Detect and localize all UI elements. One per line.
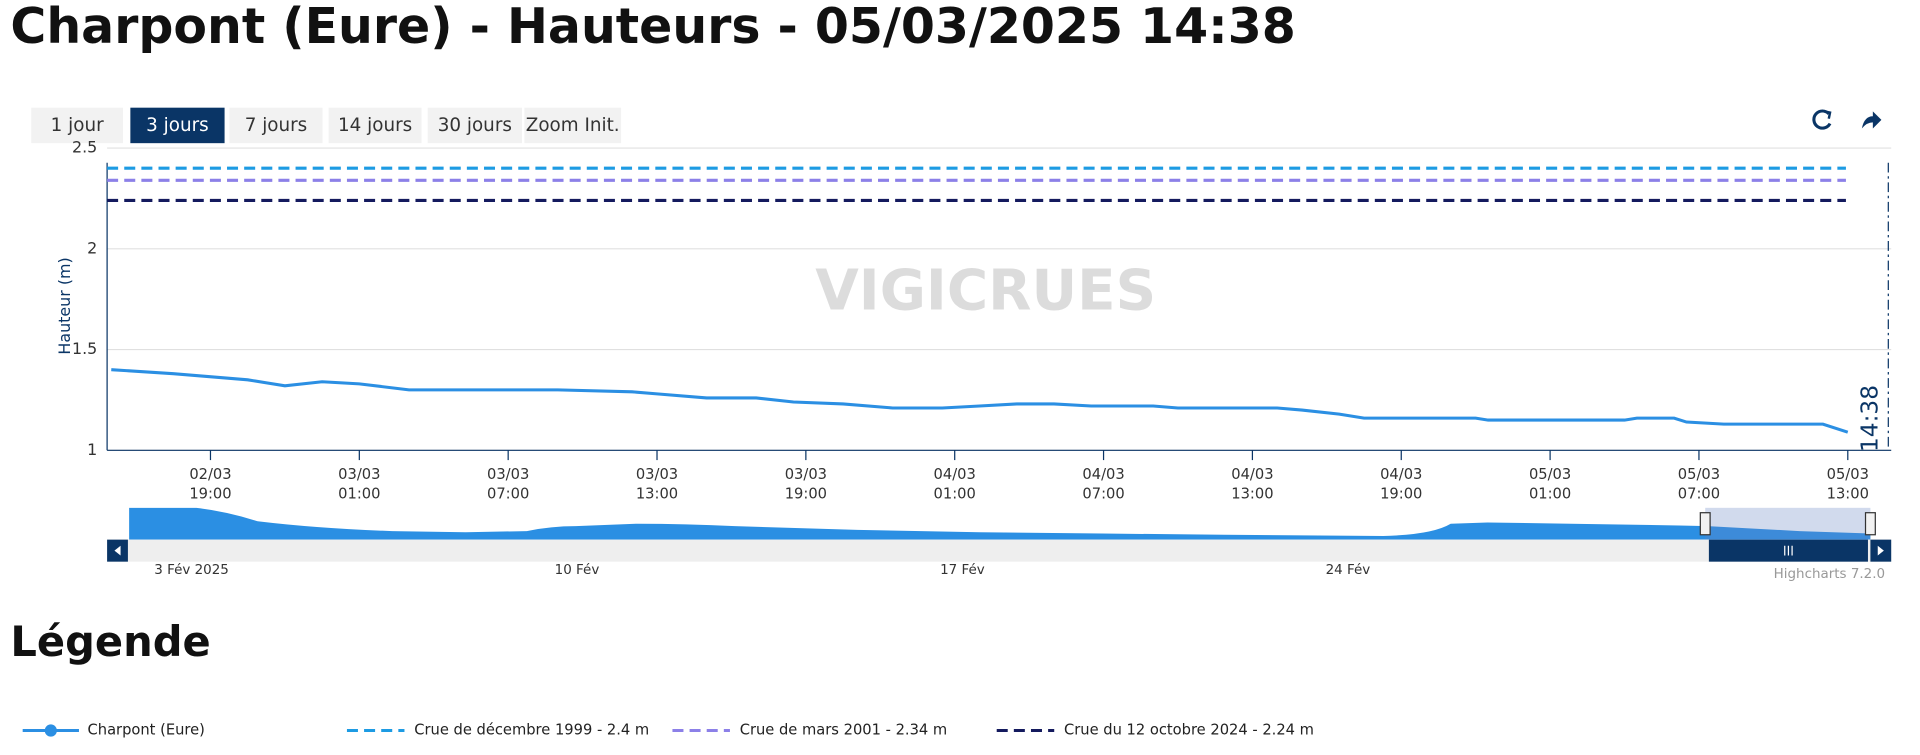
- range-button[interactable]: [328, 107, 422, 144]
- page-title: Charpont (Eure) - Hauteurs - 05/03/2025 …: [10, 0, 1295, 55]
- navigator-label: 10 Fév: [555, 562, 600, 578]
- legend-label[interactable]: Crue du 12 octobre 2024 - 2.24 m: [1064, 722, 1314, 739]
- x-tick-label: 02/03 19:00: [189, 466, 231, 503]
- range-button-label[interactable]: 7 jours: [245, 115, 308, 136]
- navigator-label: 17 Fév: [940, 562, 985, 578]
- credits[interactable]: Highcharts 7.2.0: [1774, 567, 1885, 582]
- x-tick-label: 05/03 01:00: [1529, 466, 1571, 503]
- series-line: [111, 368, 1849, 434]
- refresh-button[interactable]: [1812, 109, 1832, 130]
- navigator-area: [129, 507, 1871, 540]
- navigator-handle[interactable]: [1864, 512, 1876, 536]
- legend-label[interactable]: Crue de décembre 1999 - 2.4 m: [414, 722, 649, 739]
- x-tick-label: 03/03 19:00: [785, 466, 827, 503]
- x-tick-label: 04/03 01:00: [934, 466, 976, 503]
- range-button-label[interactable]: Zoom Init.: [526, 115, 620, 136]
- navigator-handle[interactable]: [1699, 512, 1711, 536]
- navigator-label: 24 Fév: [1326, 562, 1371, 578]
- range-button[interactable]: [130, 107, 225, 144]
- range-button[interactable]: [524, 107, 622, 144]
- range-button[interactable]: [31, 107, 124, 144]
- y-tick-label: 1.5: [72, 339, 97, 358]
- range-button[interactable]: [229, 107, 323, 144]
- x-tick-label: 04/03 19:00: [1380, 466, 1422, 503]
- x-tick-label: 03/03 07:00: [487, 466, 529, 503]
- share-button[interactable]: [1861, 111, 1882, 129]
- now-label: 14:38: [1857, 385, 1884, 452]
- navigator-label: 3 Fév 2025: [154, 562, 229, 578]
- range-button-label[interactable]: 30 jours: [438, 115, 512, 136]
- range-button-label[interactable]: 3 jours: [146, 115, 209, 136]
- range-button-label[interactable]: 1 jour: [51, 115, 104, 136]
- watermark: VIGICRUES: [815, 258, 1156, 323]
- y-tick-label: 2: [87, 238, 97, 257]
- arrow-icon: [114, 545, 121, 556]
- navigator-selection: [1705, 507, 1871, 540]
- x-tick-label: 05/03 07:00: [1678, 466, 1720, 503]
- x-tick-label: 04/03 13:00: [1231, 466, 1273, 503]
- x-tick-label: 03/03 13:00: [636, 466, 678, 503]
- scrollbar-track[interactable]: [107, 539, 1892, 562]
- y-tick-label: 1: [87, 440, 97, 459]
- range-button[interactable]: [427, 107, 522, 144]
- legend-symbol: [44, 724, 57, 737]
- legend-label[interactable]: Crue de mars 2001 - 2.34 m: [740, 722, 947, 739]
- legend-title: Légende: [10, 617, 210, 666]
- y-tick-label: 2.5: [72, 138, 97, 157]
- grip-icon: [1784, 545, 1793, 556]
- x-tick-label: 05/03 13:00: [1827, 466, 1869, 503]
- y-axis-title: Hauteur (m): [55, 257, 74, 354]
- legend-label[interactable]: Charpont (Eure): [88, 722, 205, 739]
- arrow-icon: [1877, 545, 1884, 556]
- x-tick-label: 03/03 01:00: [338, 466, 380, 503]
- range-button-label[interactable]: 14 jours: [338, 115, 412, 136]
- x-tick-label: 04/03 07:00: [1082, 466, 1124, 503]
